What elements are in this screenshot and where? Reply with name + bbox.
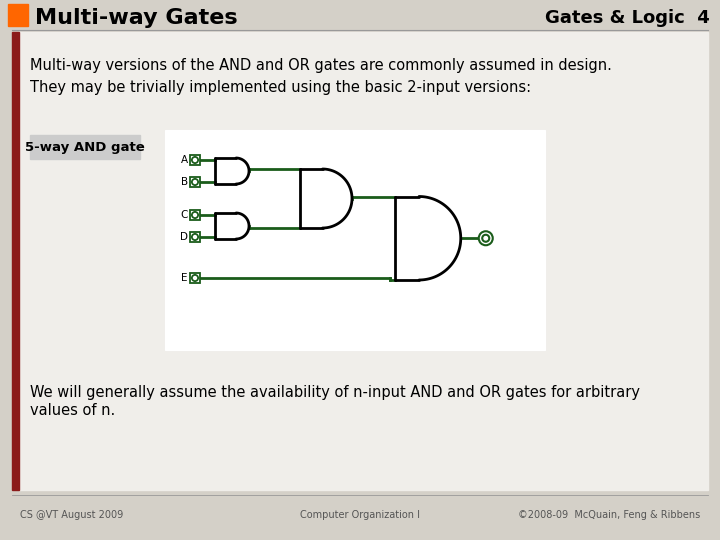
Circle shape <box>194 180 197 184</box>
Text: values of n.: values of n. <box>30 403 115 418</box>
Text: 5-way AND gate: 5-way AND gate <box>25 140 145 153</box>
Bar <box>19 32 708 490</box>
Text: A: A <box>181 155 188 165</box>
Circle shape <box>194 235 197 239</box>
Text: B: B <box>181 177 188 187</box>
Bar <box>8 4 28 26</box>
Text: D: D <box>180 232 188 242</box>
Bar <box>165 130 545 350</box>
Text: They may be trivially implemented using the basic 2-input versions:: They may be trivially implemented using … <box>30 80 531 95</box>
Text: Multi-way versions of the AND and OR gates are commonly assumed in design.: Multi-way versions of the AND and OR gat… <box>30 58 612 73</box>
Bar <box>190 177 200 187</box>
Text: C: C <box>181 210 188 220</box>
Circle shape <box>484 237 487 240</box>
Text: We will generally assume the availability of n-input AND and OR gates for arbitr: We will generally assume the availabilit… <box>30 385 640 400</box>
Bar <box>190 232 200 242</box>
Bar <box>30 135 140 159</box>
Circle shape <box>479 231 492 245</box>
Circle shape <box>194 159 197 161</box>
Bar <box>12 32 19 490</box>
Text: E: E <box>181 273 188 283</box>
Bar <box>190 155 200 165</box>
Text: Multi-way Gates: Multi-way Gates <box>35 8 238 28</box>
Bar <box>190 210 200 220</box>
Circle shape <box>192 157 198 163</box>
Circle shape <box>192 212 198 218</box>
Circle shape <box>194 276 197 280</box>
Text: Computer Organization I: Computer Organization I <box>300 510 420 520</box>
Circle shape <box>192 234 198 240</box>
Circle shape <box>192 179 198 185</box>
Bar <box>190 273 200 283</box>
Circle shape <box>194 213 197 217</box>
Circle shape <box>482 234 490 242</box>
Text: CS @VT August 2009: CS @VT August 2009 <box>20 510 123 520</box>
Text: Gates & Logic  4: Gates & Logic 4 <box>545 9 710 27</box>
Circle shape <box>192 275 198 281</box>
Text: ©2008-09  McQuain, Feng & Ribbens: ©2008-09 McQuain, Feng & Ribbens <box>518 510 700 520</box>
